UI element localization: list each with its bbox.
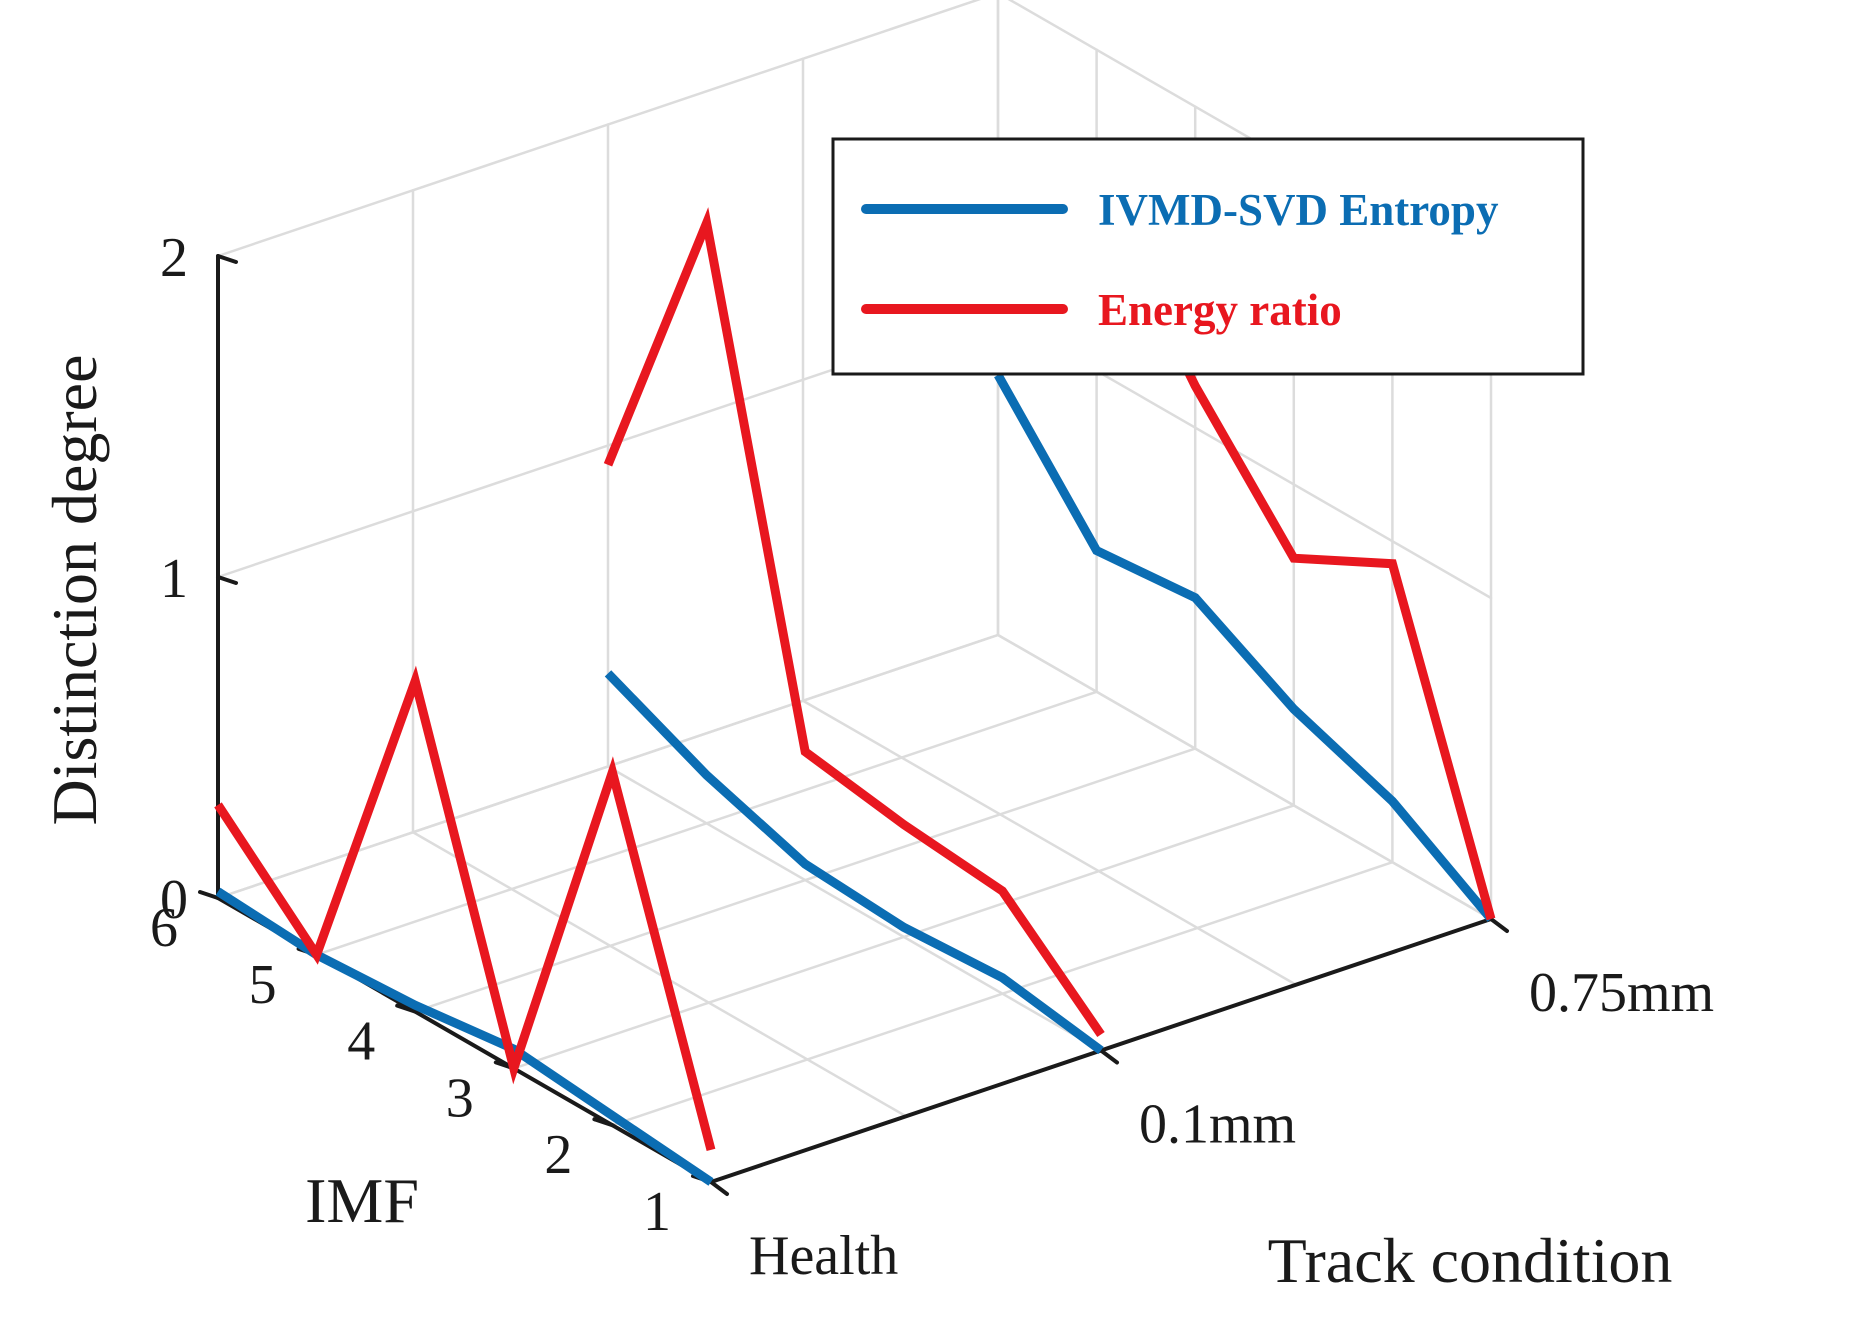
series-line-ivmd-svd-entropy-1 bbox=[604, 670, 1104, 1055]
z-axis-title: Distinction degree bbox=[39, 355, 110, 826]
imf-tick-label: 1 bbox=[643, 1181, 671, 1243]
condition-tick bbox=[1099, 1048, 1119, 1065]
condition-tick-label: Health bbox=[749, 1225, 898, 1287]
condition-tick bbox=[1489, 917, 1509, 933]
imf-tick bbox=[395, 1003, 418, 1014]
legend-box bbox=[831, 137, 1585, 376]
imf-tick-label: 6 bbox=[150, 897, 178, 959]
legend-label: IVMD-SVD Entropy bbox=[1098, 185, 1499, 235]
series-line-energy-ratio-1 bbox=[603, 207, 1105, 1038]
series-line-energy-ratio-0 bbox=[214, 665, 716, 1152]
grid-line bbox=[606, 765, 1103, 1052]
z-tick-label: 0 bbox=[160, 869, 188, 931]
condition-tick-label: 0.1mm bbox=[1139, 1094, 1296, 1156]
z-tick-label: 2 bbox=[160, 227, 188, 289]
z-tick bbox=[216, 575, 238, 585]
imf-tick bbox=[198, 890, 220, 900]
series-line-ivmd-svd-entropy-0 bbox=[215, 887, 714, 1186]
grid-line bbox=[411, 831, 908, 1118]
condition-tick-label: 0.75mm bbox=[1529, 962, 1714, 1024]
grid-line bbox=[801, 699, 1298, 986]
imf-tick bbox=[592, 1117, 615, 1128]
axes: 0 1 2 1 2 3 4 5 6 Health 0.1mm 0.75mm Distinction de… bbox=[39, 227, 1714, 1296]
z-tick bbox=[216, 254, 238, 264]
series-line-ivmd-svd-entropy-2 bbox=[994, 372, 1495, 922]
grid-line bbox=[996, 633, 1493, 921]
legend: IVMD-SVD Entropy Energy ratio bbox=[831, 137, 1585, 376]
imf-axis-title: IMF bbox=[305, 1165, 419, 1236]
z-tick-label: 1 bbox=[160, 548, 188, 610]
imf-tick-label: 5 bbox=[249, 954, 277, 1016]
grid-line bbox=[216, 0, 982, 258]
imf-tick-label: 2 bbox=[544, 1124, 572, 1186]
condition-axis-title: Track condition bbox=[1268, 1225, 1673, 1296]
condition-tick bbox=[709, 1180, 729, 1196]
imf-tick-label: 4 bbox=[347, 1011, 375, 1073]
legend-label: Energy ratio bbox=[1098, 285, 1342, 335]
imf-tick-label: 3 bbox=[446, 1067, 474, 1129]
